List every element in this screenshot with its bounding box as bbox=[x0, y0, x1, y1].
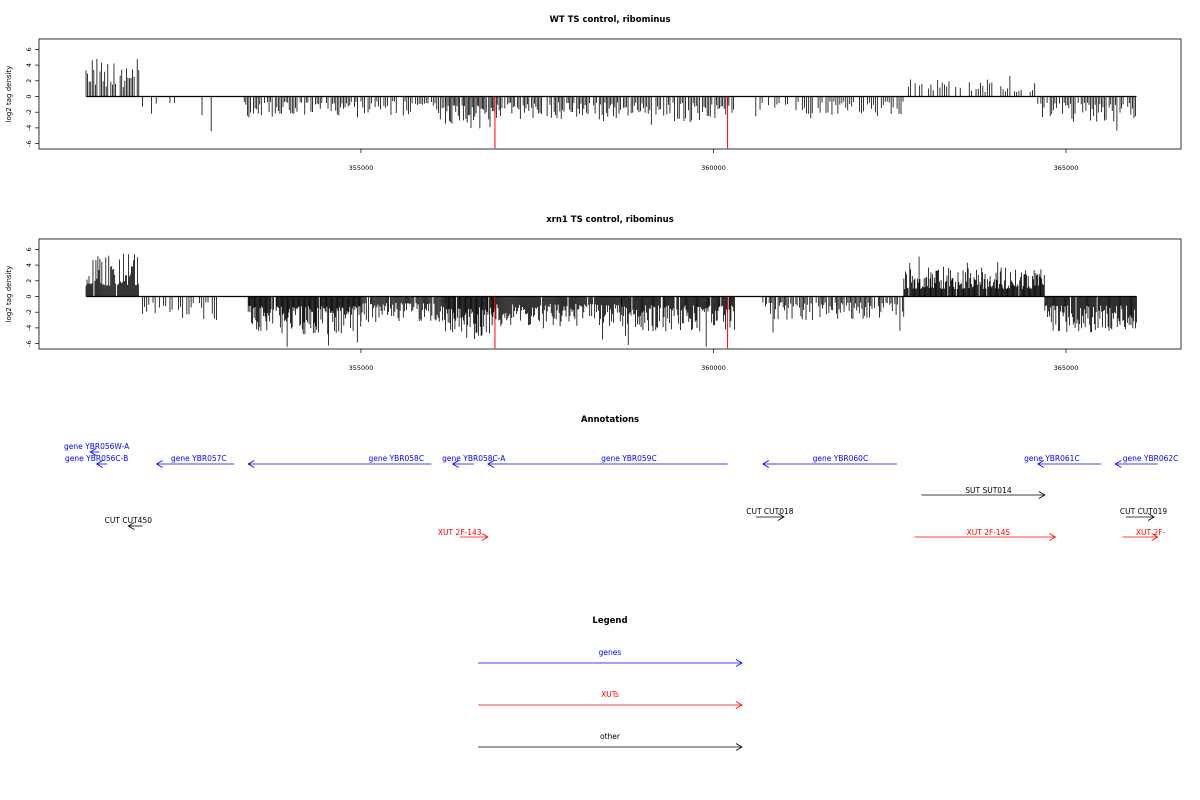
legend-label: XUTs bbox=[601, 690, 619, 699]
annotation-arrow bbox=[914, 533, 1057, 541]
annotation-arrow bbox=[155, 460, 235, 468]
legend-panel: Legend genes XUTs other bbox=[478, 616, 743, 751]
y-tick-label: -6 bbox=[25, 140, 33, 146]
annotation-arrow bbox=[487, 460, 728, 468]
y-tick-label: 6 bbox=[25, 247, 33, 251]
x-tick-label: 355000 bbox=[349, 364, 374, 372]
annotation-arrow bbox=[755, 513, 785, 521]
x-tick-label: 360000 bbox=[701, 364, 726, 372]
annotation-label: gene YBR057C bbox=[171, 454, 227, 463]
y-tick-label: 0 bbox=[25, 94, 33, 98]
annotation-label: CUT CUT450 bbox=[105, 516, 153, 525]
annotation-items: gene YBR056W-A gene YBR056C-B gene YBR057C… bbox=[64, 442, 1178, 541]
y-tick-label: -4 bbox=[25, 325, 33, 331]
annotation-label: XUT 2F-145 bbox=[967, 528, 1011, 537]
annotation-arrow bbox=[451, 460, 474, 468]
wt-panel-title: WT TS control, ribominus bbox=[549, 15, 670, 25]
y-tick-label: 2 bbox=[25, 279, 33, 283]
wt-y-axis: -6 -4 -2 0 2 4 6 bbox=[25, 47, 39, 147]
xrn1-plot-frame bbox=[38, 238, 1182, 350]
annotation-label: XUT 2F- bbox=[1136, 528, 1166, 537]
xrn1-y-axis-label: log2 tag density bbox=[5, 266, 13, 323]
annotation-arrow bbox=[762, 460, 897, 468]
annotation-label: XUT 2F-143 bbox=[438, 528, 482, 537]
annotation-arrow bbox=[921, 491, 1046, 499]
annotation-label: gene YBR056C-B bbox=[65, 454, 128, 463]
legend-arrow bbox=[478, 701, 743, 709]
y-tick-label: 4 bbox=[25, 263, 33, 267]
annotation-label: gene YBR062C bbox=[1123, 454, 1179, 463]
annotation-arrow bbox=[89, 448, 100, 456]
annotation-label: gene YBR059C bbox=[601, 454, 657, 463]
y-tick-label: 0 bbox=[25, 294, 33, 298]
annotation-label: gene YBR058C bbox=[368, 454, 424, 463]
y-tick-label: -4 bbox=[25, 125, 33, 131]
annotation-arrow bbox=[459, 533, 489, 541]
y-tick-label: 4 bbox=[25, 63, 33, 67]
annotation-arrow bbox=[1122, 533, 1159, 541]
legend-arrow bbox=[478, 659, 743, 667]
wt-x-axis: 355000 360000 365000 bbox=[349, 149, 1079, 172]
annotation-arrow bbox=[1114, 460, 1158, 468]
annotations-title: Annotations bbox=[581, 415, 639, 425]
xrn1-x-axis: 355000 360000 365000 bbox=[349, 349, 1079, 372]
y-tick-label: -6 bbox=[25, 340, 33, 346]
wt-plot-frame bbox=[38, 38, 1182, 150]
wt-tag-density-panel: WT TS control, ribominus log2 tag densit… bbox=[5, 15, 1182, 172]
annotation-label: gene YBR061C bbox=[1024, 454, 1080, 463]
annotation-arrow bbox=[1125, 513, 1155, 521]
legend-label: other bbox=[600, 732, 621, 741]
annotation-arrow bbox=[1037, 460, 1102, 468]
x-tick-label: 365000 bbox=[1054, 364, 1079, 372]
wt-bars bbox=[85, 58, 1137, 149]
wt-y-axis-label: log2 tag density bbox=[5, 66, 13, 123]
y-tick-label: 6 bbox=[25, 47, 33, 51]
xrn1-panel-title: xrn1 TS control, ribominus bbox=[546, 215, 674, 225]
legend-title: Legend bbox=[592, 616, 627, 626]
legend-arrow bbox=[478, 743, 743, 751]
annotation-label: gene YBR058C-A bbox=[442, 454, 506, 463]
annotation-label: CUT CUT018 bbox=[746, 507, 794, 516]
legend-items: genes XUTs other bbox=[478, 648, 743, 751]
x-tick-label: 365000 bbox=[1054, 164, 1079, 172]
xrn1-bars bbox=[85, 253, 1137, 349]
y-tick-label: -2 bbox=[25, 309, 33, 315]
annotation-arrow bbox=[127, 522, 143, 530]
annotations-panel: Annotations gene YBR056W-A gene YBR056C-B… bbox=[64, 415, 1178, 541]
annotation-label: gene YBR060C bbox=[813, 454, 869, 463]
annotation-label: SUT SUT014 bbox=[965, 486, 1012, 495]
annotation-label: gene YBR056W-A bbox=[64, 442, 130, 451]
x-tick-label: 355000 bbox=[349, 164, 374, 172]
xrn1-tag-density-panel: xrn1 TS control, ribominus log2 tag dens… bbox=[5, 215, 1182, 372]
legend-label: genes bbox=[599, 648, 622, 657]
annotation-label: CUT CUT019 bbox=[1120, 507, 1168, 516]
annotation-arrow bbox=[95, 460, 108, 468]
y-tick-label: 2 bbox=[25, 79, 33, 83]
x-tick-label: 360000 bbox=[701, 164, 726, 172]
annotation-arrow bbox=[247, 460, 432, 468]
y-tick-label: -2 bbox=[25, 109, 33, 115]
xrn1-y-axis: -6 -4 -2 0 2 4 6 bbox=[25, 247, 39, 347]
